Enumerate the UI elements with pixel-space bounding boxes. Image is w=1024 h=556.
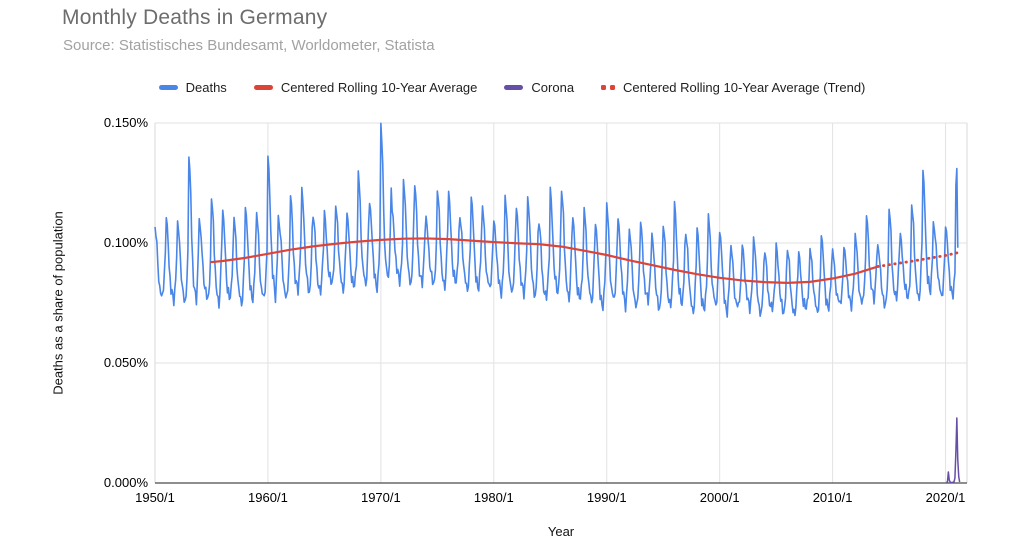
legend-item-trend[interactable]: Centered Rolling 10-Year Average (Trend) [601, 80, 865, 95]
legend-label-corona: Corona [531, 80, 575, 95]
y-tick-label: 0.050% [103, 355, 148, 370]
corona-swatch-icon [504, 85, 524, 90]
rolling-average-swatch-icon [253, 85, 273, 90]
deaths-series-swatch-icon [158, 85, 178, 90]
legend: Deaths Centered Rolling 10-Year Average … [0, 80, 1024, 95]
x-tick-label: 1970/1 [360, 490, 401, 505]
chart-subtitle: Source: Statistisches Bundesamt, Worldom… [63, 37, 435, 54]
series-deaths [154, 122, 959, 318]
x-tick-label: 1980/1 [473, 490, 514, 505]
x-tick-label: 2000/1 [699, 490, 740, 505]
legend-item-rolling-average[interactable]: Centered Rolling 10-Year Average [253, 80, 478, 95]
chart-title: Monthly Deaths in Germany [62, 6, 328, 29]
y-tick-label: 0.000% [103, 475, 148, 490]
x-tick-label: 1990/1 [586, 490, 627, 505]
trend-dotted-swatch-icon [601, 85, 616, 90]
y-tick-label: 0.150% [103, 115, 148, 130]
x-tick-label: 1960/1 [248, 490, 288, 505]
x-tick-label: 1950/1 [135, 490, 175, 505]
legend-label-trend: Centered Rolling 10-Year Average (Trend) [623, 80, 866, 95]
legend-item-deaths[interactable]: Deaths [158, 80, 227, 95]
x-tick-label: 2020/1 [925, 490, 966, 505]
legend-item-corona[interactable]: Corona [504, 80, 574, 95]
legend-label-rolling-average: Centered Rolling 10-Year Average [280, 80, 478, 95]
x-axis-title: Year [547, 524, 575, 539]
legend-label-deaths: Deaths [185, 80, 227, 95]
series-centered-rolling-10-year-average [210, 237, 879, 284]
x-tick-label: 2010/1 [812, 490, 853, 505]
series-corona [946, 417, 961, 484]
y-tick-label: 0.100% [103, 235, 148, 250]
